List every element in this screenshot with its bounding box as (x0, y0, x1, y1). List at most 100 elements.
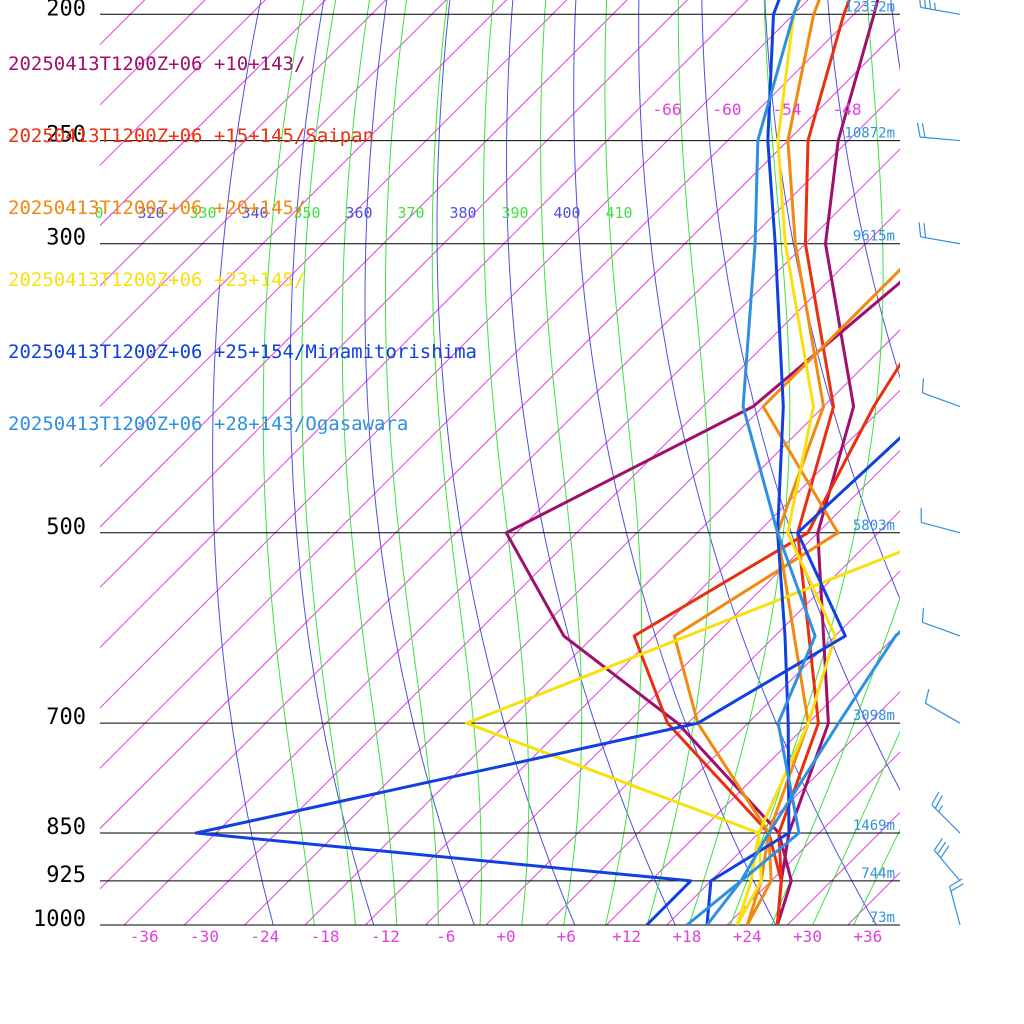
barb-flag (924, 0, 927, 9)
pressure-label: 250 (46, 123, 86, 148)
height-label: 10872m (844, 126, 895, 142)
barb-staff (922, 392, 961, 408)
barb-staff (933, 849, 961, 882)
legend: 20250413T1200Z+06 +10+143/ 20250413T1200… (8, 4, 477, 460)
isotherm (100, 0, 628, 528)
wind-barb (919, 0, 961, 15)
dewpoint-line-0 (504, 280, 900, 925)
dry-adiabat (289, 0, 375, 925)
x-tick-label: -36 (130, 927, 159, 946)
isotherm (100, 0, 869, 769)
theta-label: 400 (553, 204, 580, 222)
barb-staff (920, 136, 961, 142)
x-tick-label: +36 (853, 927, 882, 946)
x-tick-label: -30 (190, 927, 219, 946)
temperature-line-1 (775, 0, 851, 925)
theta-label: 370 (397, 204, 424, 222)
wind-barb (933, 837, 961, 882)
dry-adiabat (827, 0, 900, 379)
dewpoint-line-1 (632, 361, 900, 925)
isotherm (100, 88, 900, 890)
barb-flag (924, 688, 930, 704)
temperature-line-4 (705, 0, 791, 925)
theta-label: 320 (137, 204, 164, 222)
dry-adiabat (436, 0, 576, 925)
height-label: 1469m (853, 818, 895, 834)
barb-half (934, 2, 936, 11)
dry-adiabat (989, 0, 1024, 953)
barb-flag (918, 222, 922, 237)
pressure-label: 700 (46, 705, 86, 730)
dry-adiabat (890, 0, 900, 73)
height-label: 73m (870, 910, 895, 926)
theta-label: 330 (189, 204, 216, 222)
x-tick-label: +0 (496, 927, 515, 946)
barb-flag (950, 883, 964, 892)
dewpoint-line-3 (465, 550, 900, 925)
theta-label: 0 (94, 204, 103, 222)
moist-adiabat (483, 0, 530, 925)
moist-adiabat (853, 828, 900, 925)
legend-entry: 20250413T1200Z+06 +28+143/Ogasawara (8, 413, 409, 435)
height-label: 5803m (853, 518, 895, 534)
isotherm (100, 0, 447, 347)
height-label: 3098m (853, 708, 895, 724)
wind-barb (920, 507, 961, 534)
isotherm (941, 0, 1024, 953)
legend-entry: 20250413T1200Z+06 +10+143/ (8, 53, 306, 75)
moist-adiabat (812, 730, 900, 925)
wind-barb (916, 122, 961, 142)
moist-adiabat (431, 0, 482, 925)
isotherm (364, 389, 900, 925)
pressure-label: 200 (46, 0, 86, 21)
dry-adiabat (212, 0, 274, 925)
moist-adiabat (301, 0, 357, 925)
barb-flag (949, 878, 963, 887)
legend-entry: 20250413T1200Z+06 +25+154/Minamitorishim… (8, 341, 477, 363)
temperature-line-5 (685, 0, 817, 925)
isotherm (100, 0, 387, 287)
x-tick-label: -18 (311, 927, 340, 946)
x-tick-label: +30 (793, 927, 822, 946)
wind-barb (918, 222, 961, 245)
moist-adiabat (262, 0, 315, 925)
barb-flag (921, 607, 925, 623)
barb-flag (923, 223, 927, 238)
pressure-label: 850 (46, 815, 86, 840)
legend-entry: 20250413T1200Z+06 +20+145/ (8, 197, 306, 219)
moist-adiabat (540, 0, 583, 925)
isotherm (100, 0, 327, 227)
isotherm (100, 0, 568, 468)
barb-staff (925, 702, 961, 724)
wind-barb (931, 791, 961, 834)
isotherm (880, 0, 1024, 953)
isotherm (100, 0, 508, 408)
isotherm (100, 0, 749, 649)
isotherm (666, 691, 900, 925)
theta-label: 340 (241, 204, 268, 222)
barb-staff (921, 521, 961, 534)
barb-flag (931, 791, 940, 806)
isotherm (243, 268, 900, 925)
moist-adiabat (604, 0, 643, 925)
isotherm (100, 0, 809, 709)
wind-barb (921, 607, 961, 637)
height-label: 12332m (844, 0, 895, 15)
temperature-line-3 (735, 0, 837, 925)
height-label: 744m (861, 866, 895, 882)
legend-entry: 20250413T1200Z+06 +15+145/Saipan (8, 125, 375, 147)
dewpoint-line-4 (194, 435, 900, 925)
barb-flag (940, 845, 950, 859)
isotherm-label: -54 (773, 100, 802, 119)
moist-adiabat (385, 0, 439, 925)
dry-adiabat (505, 0, 676, 925)
isotherm (183, 208, 900, 925)
dry-adiabat (701, 0, 900, 792)
wind-barb (921, 378, 961, 408)
barb-staff (931, 804, 961, 834)
isobars (100, 13, 900, 926)
isotherm-label: -48 (833, 100, 862, 119)
x-tick-label: -6 (436, 927, 455, 946)
dry-adiabat (935, 0, 1024, 953)
